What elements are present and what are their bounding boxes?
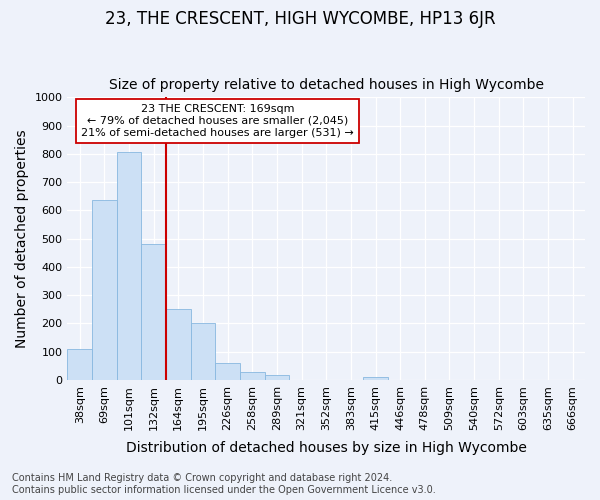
Text: 23 THE CRESCENT: 169sqm
← 79% of detached houses are smaller (2,045)
21% of semi: 23 THE CRESCENT: 169sqm ← 79% of detache…: [81, 104, 354, 138]
Bar: [142, 244, 166, 380]
Y-axis label: Number of detached properties: Number of detached properties: [15, 130, 29, 348]
Title: Size of property relative to detached houses in High Wycombe: Size of property relative to detached ho…: [109, 78, 544, 92]
Bar: [92, 200, 117, 380]
Bar: [265, 375, 289, 380]
Bar: [240, 372, 265, 380]
Bar: [215, 363, 240, 380]
Text: Contains HM Land Registry data © Crown copyright and database right 2024.
Contai: Contains HM Land Registry data © Crown c…: [12, 474, 436, 495]
X-axis label: Distribution of detached houses by size in High Wycombe: Distribution of detached houses by size …: [126, 441, 527, 455]
Bar: [117, 152, 142, 380]
Bar: [363, 377, 388, 380]
Bar: [191, 324, 215, 380]
Bar: [166, 310, 191, 380]
Text: 23, THE CRESCENT, HIGH WYCOMBE, HP13 6JR: 23, THE CRESCENT, HIGH WYCOMBE, HP13 6JR: [104, 10, 496, 28]
Bar: [67, 349, 92, 380]
